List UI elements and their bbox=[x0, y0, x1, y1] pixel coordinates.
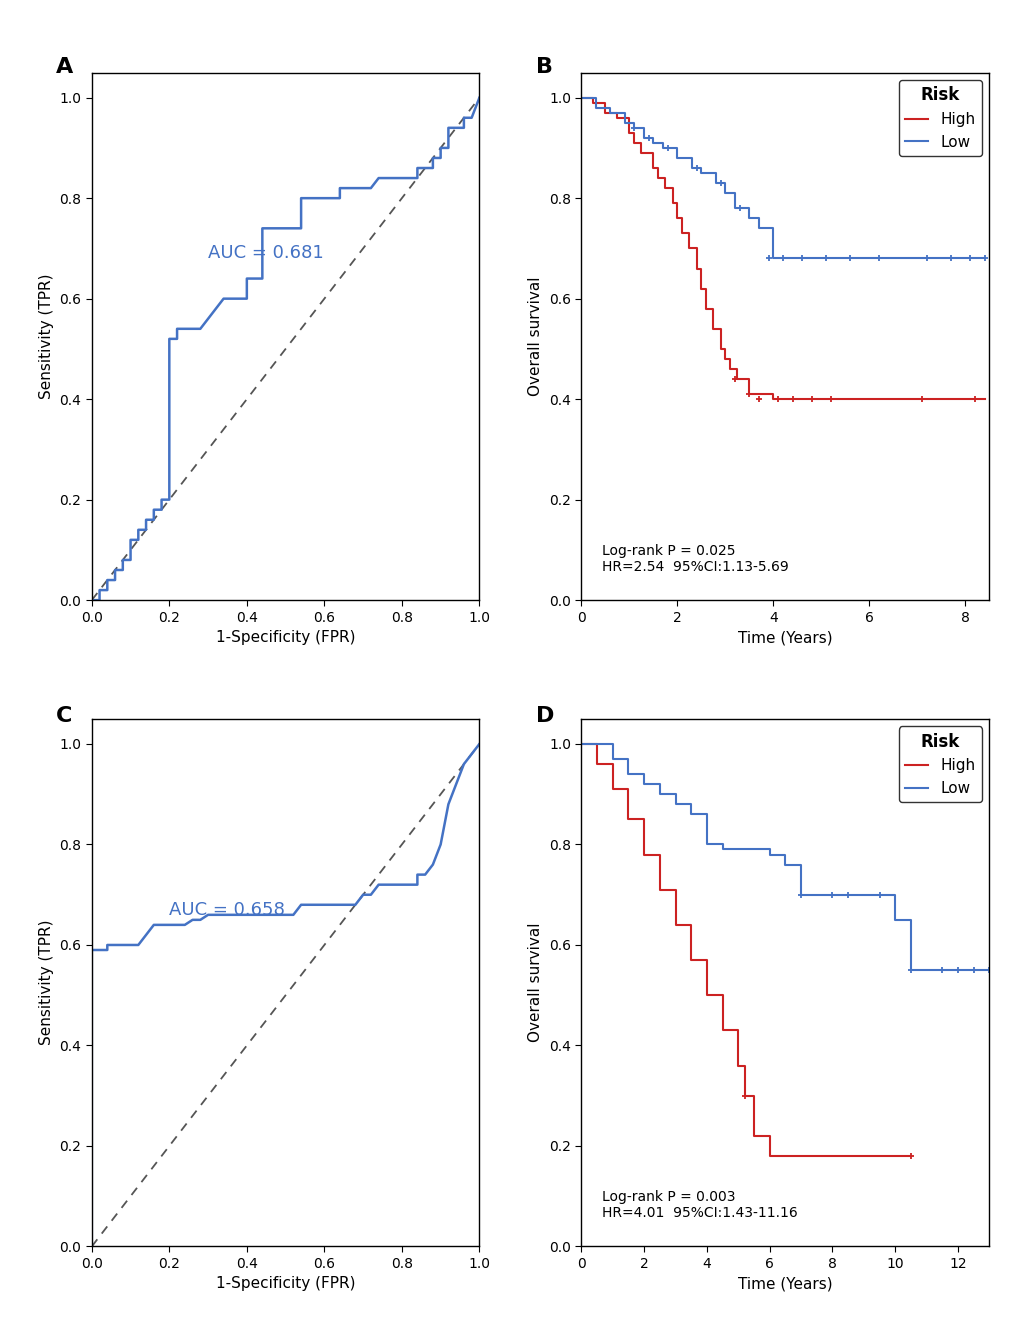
Legend: High, Low: High, Low bbox=[899, 727, 981, 802]
Y-axis label: Overall survival: Overall survival bbox=[528, 277, 543, 396]
Text: Log-rank P = 0.003
HR=4.01  95%CI:1.43-11.16: Log-rank P = 0.003 HR=4.01 95%CI:1.43-11… bbox=[601, 1190, 797, 1220]
X-axis label: 1-Specificity (FPR): 1-Specificity (FPR) bbox=[216, 630, 355, 645]
Y-axis label: Overall survival: Overall survival bbox=[528, 923, 543, 1042]
Y-axis label: Sensitivity (TPR): Sensitivity (TPR) bbox=[39, 919, 54, 1046]
Text: D: D bbox=[535, 706, 553, 725]
X-axis label: 1-Specificity (FPR): 1-Specificity (FPR) bbox=[216, 1277, 355, 1291]
Y-axis label: Sensitivity (TPR): Sensitivity (TPR) bbox=[39, 273, 54, 400]
Text: B: B bbox=[535, 57, 552, 77]
Text: C: C bbox=[56, 706, 72, 725]
Legend: High, Low: High, Low bbox=[899, 80, 981, 156]
X-axis label: Time (Years): Time (Years) bbox=[738, 630, 832, 645]
Text: A: A bbox=[56, 57, 73, 77]
X-axis label: Time (Years): Time (Years) bbox=[738, 1277, 832, 1291]
Text: AUC = 0.681: AUC = 0.681 bbox=[208, 244, 323, 262]
Text: AUC = 0.658: AUC = 0.658 bbox=[169, 901, 285, 919]
Text: Log-rank P = 0.025
HR=2.54  95%CI:1.13-5.69: Log-rank P = 0.025 HR=2.54 95%CI:1.13-5.… bbox=[601, 543, 788, 574]
